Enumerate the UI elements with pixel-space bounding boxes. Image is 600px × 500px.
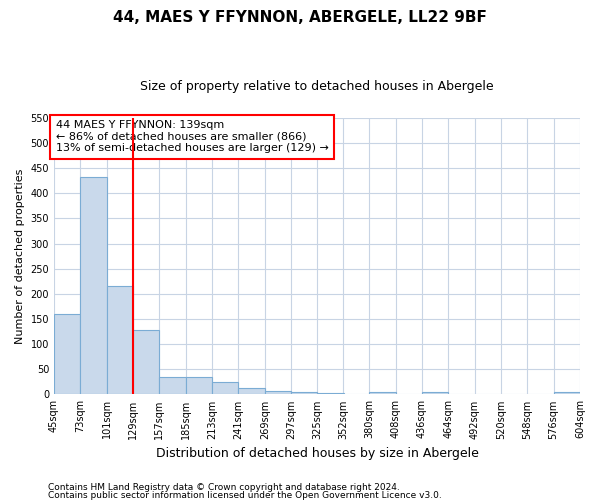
Bar [369,392,395,394]
Bar [54,314,80,394]
Bar [133,330,160,394]
Bar [317,393,344,394]
Bar [291,392,317,394]
Text: Contains HM Land Registry data © Crown copyright and database right 2024.: Contains HM Land Registry data © Crown c… [48,484,400,492]
Bar [107,286,133,395]
Bar [238,388,265,394]
Text: Contains public sector information licensed under the Open Government Licence v3: Contains public sector information licen… [48,491,442,500]
Bar [554,392,580,394]
Bar [265,392,291,394]
Bar [422,392,448,394]
Bar [80,177,107,394]
Bar [212,382,238,394]
Text: 44, MAES Y FFYNNON, ABERGELE, LL22 9BF: 44, MAES Y FFYNNON, ABERGELE, LL22 9BF [113,10,487,25]
X-axis label: Distribution of detached houses by size in Abergele: Distribution of detached houses by size … [155,447,478,460]
Bar [186,377,212,394]
Text: 44 MAES Y FFYNNON: 139sqm
← 86% of detached houses are smaller (866)
13% of semi: 44 MAES Y FFYNNON: 139sqm ← 86% of detac… [56,120,329,154]
Title: Size of property relative to detached houses in Abergele: Size of property relative to detached ho… [140,80,494,93]
Y-axis label: Number of detached properties: Number of detached properties [15,168,25,344]
Bar [160,377,186,394]
